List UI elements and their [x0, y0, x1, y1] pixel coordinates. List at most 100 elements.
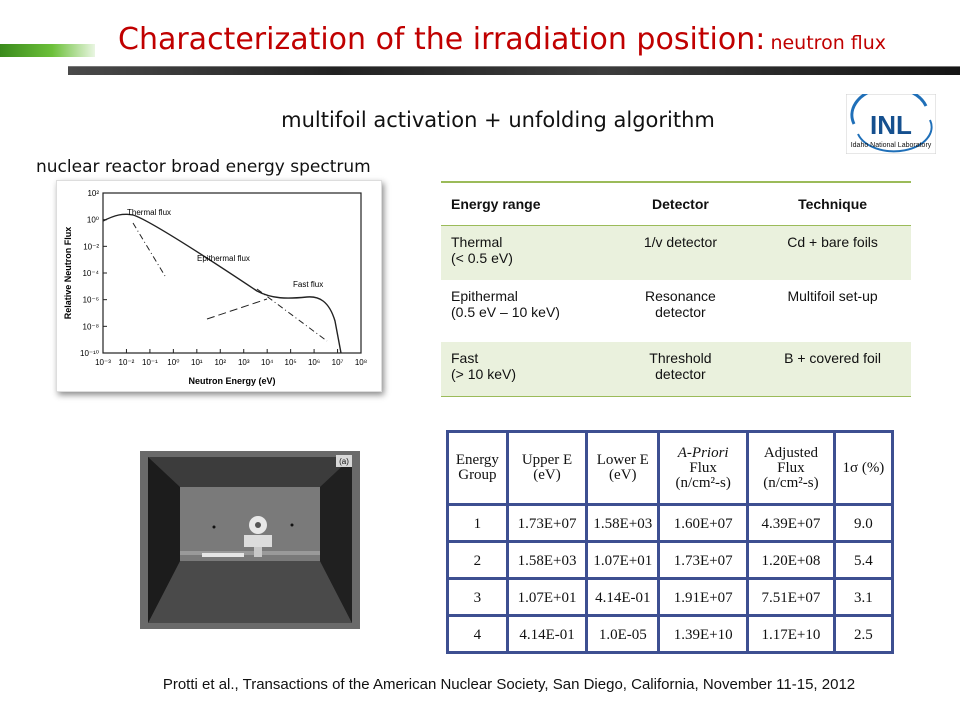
accent-bar	[0, 44, 95, 57]
annotation-epithermal: Epithermal flux	[197, 254, 250, 263]
spectrum-x-tick-label: 10⁷	[332, 358, 344, 367]
epithermal-fit-line	[206, 298, 268, 320]
header-line: (n/cm²-s)	[675, 474, 731, 491]
detector-text: 1/v detector	[643, 234, 717, 250]
spectrum-x-tick-label: 10²	[214, 358, 226, 367]
header-line: Flux	[777, 459, 805, 476]
sigma-cell: 2.5	[832, 614, 895, 654]
header-line: Upper E	[521, 452, 573, 468]
header-line: Flux	[689, 459, 717, 476]
header-rule	[68, 66, 960, 75]
group-header-adjusted-flux: Adjusted Flux (n/cm²-s)	[746, 430, 836, 506]
detector-cell: Threshold detector	[606, 342, 755, 397]
spectrum-y-tick-label: 10⁻²	[83, 242, 99, 251]
title-sub: neutron flux	[770, 32, 887, 54]
header-line: Energy	[455, 452, 499, 468]
spectrum-plot-area	[102, 192, 362, 354]
annotation-fast: Fast flux	[293, 280, 323, 289]
detector-text: Resonance	[645, 288, 716, 304]
a-priori-flux-cell: 1.60E+07	[657, 503, 749, 543]
energy-group-table: Energy Group Upper E (eV) Lower E (eV) A…	[446, 430, 895, 654]
header-line: A-Priori	[677, 444, 729, 461]
spectrum-x-tick-label: 10⁸	[355, 358, 367, 367]
table-row: 4 4.14E-01 1.0E-05 1.39E+10 1.17E+10 2.5	[446, 614, 895, 654]
spectrum-x-tick-label: 10⁰	[167, 358, 179, 367]
sigma-cell: 3.1	[832, 577, 895, 617]
slide-subtitle: multifoil activation + unfolding algorit…	[281, 108, 715, 132]
lower-e-cell: 1.07E+01	[585, 540, 661, 580]
upper-e-cell: 4.14E-01	[505, 614, 589, 654]
adjusted-flux-cell: 4.39E+07	[746, 503, 836, 543]
foil-holder-stand	[244, 535, 272, 547]
energy-range-limits: (> 10 keV)	[451, 366, 516, 382]
detector-cell: Resonance detector	[607, 280, 754, 342]
logo-text: INL	[870, 110, 912, 140]
energy-range-name: Fast	[451, 350, 479, 366]
spectrum-y-axis-label: Relative Neutron Flux	[63, 227, 73, 320]
a-priori-flux-cell: 1.91E+07	[657, 577, 749, 617]
logo-caption: Idaho National Laboratory	[850, 142, 932, 149]
header-line: Lower E	[596, 452, 649, 468]
technique-table: Energy range Detector Technique Thermal …	[441, 181, 911, 397]
photo-label: (a)	[339, 457, 349, 466]
group-cell: 4	[446, 614, 509, 654]
a-priori-flux-cell: 1.73E+07	[657, 540, 749, 580]
table-row: 1 1.73E+07 1.58E+03 1.60E+07 4.39E+07 9.…	[446, 503, 895, 543]
spectrum-y-tick-label: 10⁰	[87, 216, 99, 225]
spectrum-x-tick-label: 10⁻²	[119, 358, 135, 367]
fast-fit-line	[256, 288, 328, 342]
detector-text: Threshold	[649, 350, 712, 366]
adjusted-flux-cell: 7.51E+07	[746, 577, 836, 617]
spectrum-y-tick-label: 10⁻⁸	[83, 322, 100, 331]
spectrum-x-tick-label: 10⁻¹	[142, 358, 158, 367]
sigma-cell: 9.0	[832, 503, 895, 543]
group-header-a-priori-flux: A-Priori Flux (n/cm²-s)	[657, 430, 749, 506]
header-technique: Technique	[754, 181, 911, 226]
header-line: (n/cm²-s)	[763, 474, 819, 491]
spectrum-x-tick-label: 10⁴	[261, 358, 274, 367]
group-header-upper-e: Upper E (eV)	[505, 430, 589, 506]
adjusted-flux-cell: 1.17E+10	[746, 614, 836, 654]
header-line: 1σ (%)	[842, 459, 885, 476]
annotation-thermal: Thermal flux	[127, 208, 171, 217]
group-cell: 1	[446, 503, 509, 543]
thermal-fit-line	[132, 222, 166, 277]
energy-range-cell: Fast (> 10 keV)	[441, 342, 607, 397]
header-energy-range: Energy range	[441, 181, 607, 226]
title-main: Characterization of the irradiation posi…	[118, 22, 766, 57]
lower-e-cell: 4.14E-01	[585, 577, 661, 617]
group-cell: 3	[446, 577, 509, 617]
header-line: Group	[458, 467, 497, 483]
detector-cell: 1/v detector	[606, 225, 755, 280]
header-detector: Detector	[606, 181, 755, 226]
spectrum-y-tick-label: 10⁻⁶	[83, 296, 99, 305]
technique-row: Thermal (< 0.5 eV) 1/v detector Cd + bar…	[441, 225, 911, 280]
technique-cell: Cd + bare foils	[754, 225, 911, 280]
spectrum-figure: 10² 10⁰ 10⁻² 10⁻⁴ 10⁻⁶ 10⁻⁸ 10⁻¹⁰ 10⁻³ 10⁻² 10⁻¹…	[56, 180, 382, 392]
header-line: (eV)	[609, 467, 637, 483]
header-line: Adjusted	[763, 444, 818, 461]
upper-e-cell: 1.73E+07	[505, 503, 589, 543]
spectrum-x-tick-label: 10⁶	[308, 358, 320, 367]
spectrum-x-tick-label: 10⁻³	[95, 358, 111, 367]
detector-text: detector	[655, 304, 706, 320]
citation: Protti et al., Transactions of the Ameri…	[162, 676, 856, 693]
group-header-sigma: 1σ (%)	[832, 430, 895, 506]
technique-row: Epithermal (0.5 eV – 10 keV) Resonance d…	[441, 280, 911, 342]
spectrum-y-tick-label: 10⁻¹⁰	[80, 349, 99, 358]
irradiation-photo: (a)	[140, 451, 360, 629]
energy-range-cell: Thermal (< 0.5 eV)	[441, 225, 607, 280]
spectrum-x-tick-label: 10¹	[191, 358, 203, 367]
slide-title: Characterization of the irradiation posi…	[118, 22, 938, 57]
header-line: (eV)	[533, 467, 561, 483]
energy-range-name: Epithermal	[451, 288, 518, 304]
spectrum-x-axis-label: Neutron Energy (eV)	[188, 376, 275, 386]
energy-range-name: Thermal	[451, 234, 503, 250]
energy-range-limits: (0.5 eV – 10 keV)	[451, 304, 560, 320]
sigma-cell: 5.4	[832, 540, 895, 580]
group-cell: 2	[446, 540, 509, 580]
detector-text: detector	[655, 366, 706, 382]
upper-e-cell: 1.58E+03	[505, 540, 589, 580]
spectrum-x-tick-label: 10³	[238, 358, 250, 367]
table-row: 2 1.58E+03 1.07E+01 1.73E+07 1.20E+08 5.…	[446, 540, 895, 580]
